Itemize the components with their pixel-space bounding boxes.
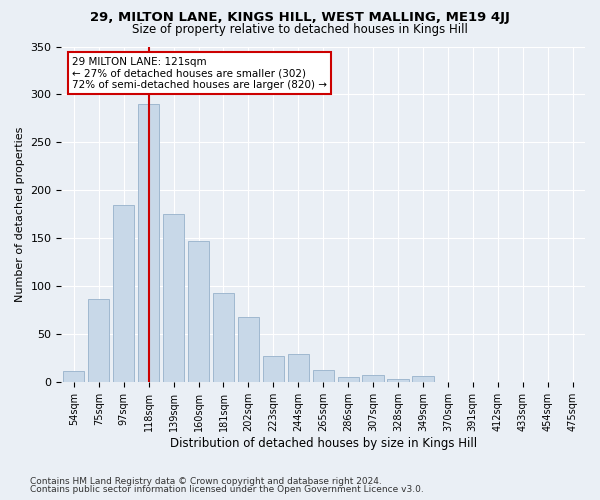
Bar — [287, 354, 309, 382]
Bar — [138, 104, 159, 382]
Bar — [188, 242, 209, 382]
Bar — [338, 376, 359, 382]
Bar — [388, 380, 409, 382]
Bar — [213, 293, 234, 382]
Bar — [263, 356, 284, 382]
Bar — [313, 370, 334, 382]
Text: Contains public sector information licensed under the Open Government Licence v3: Contains public sector information licen… — [30, 485, 424, 494]
Y-axis label: Number of detached properties: Number of detached properties — [15, 126, 25, 302]
Text: 29 MILTON LANE: 121sqm
← 27% of detached houses are smaller (302)
72% of semi-de: 29 MILTON LANE: 121sqm ← 27% of detached… — [72, 56, 327, 90]
Text: 29, MILTON LANE, KINGS HILL, WEST MALLING, ME19 4JJ: 29, MILTON LANE, KINGS HILL, WEST MALLIN… — [90, 11, 510, 24]
Bar — [362, 374, 383, 382]
Text: Contains HM Land Registry data © Crown copyright and database right 2024.: Contains HM Land Registry data © Crown c… — [30, 477, 382, 486]
X-axis label: Distribution of detached houses by size in Kings Hill: Distribution of detached houses by size … — [170, 437, 477, 450]
Bar — [238, 317, 259, 382]
Bar — [412, 376, 434, 382]
Bar — [63, 371, 85, 382]
Bar — [163, 214, 184, 382]
Bar — [113, 205, 134, 382]
Bar — [88, 299, 109, 382]
Text: Size of property relative to detached houses in Kings Hill: Size of property relative to detached ho… — [132, 22, 468, 36]
